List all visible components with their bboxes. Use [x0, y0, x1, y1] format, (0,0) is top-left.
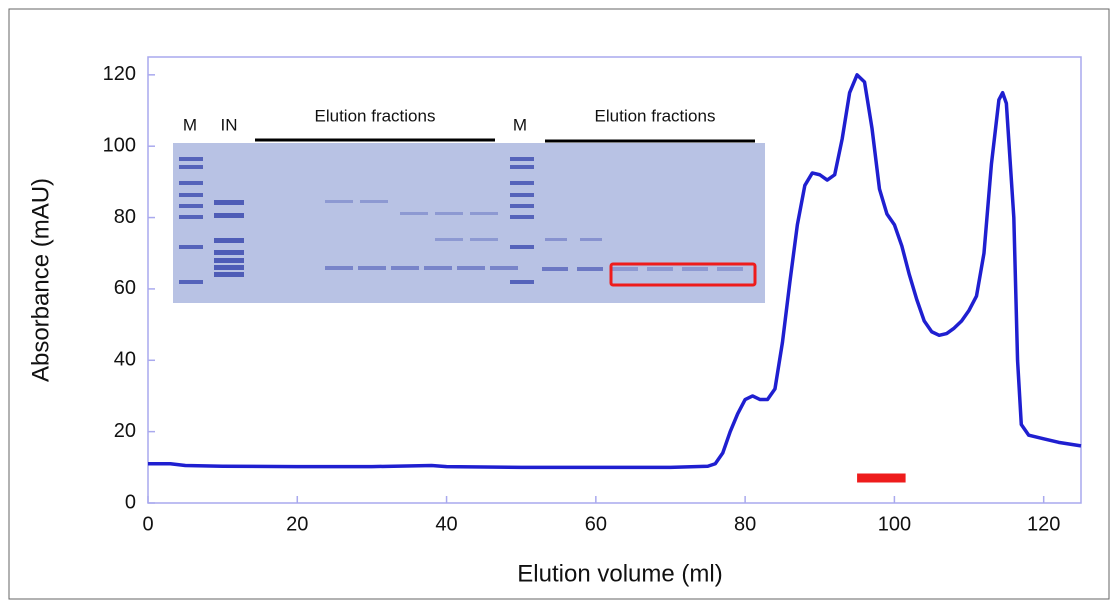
lane-label: M — [513, 115, 527, 134]
y-tick-label: 120 — [103, 63, 136, 85]
y-tick-label: 100 — [103, 134, 136, 156]
x-tick-label: 100 — [878, 513, 911, 535]
gel-band — [612, 267, 638, 271]
plot-frame — [147, 56, 1082, 504]
gel-band — [214, 200, 244, 205]
gel-band — [179, 204, 203, 208]
gel-band — [510, 165, 534, 169]
lane-label: IN — [221, 115, 238, 134]
x-tick-label: 80 — [734, 513, 756, 535]
gel-band — [542, 267, 568, 271]
gel-band — [682, 267, 708, 271]
x-tick-label: 120 — [1027, 513, 1060, 535]
gel-band — [214, 213, 244, 218]
gel-band — [325, 266, 353, 270]
gel-image — [173, 143, 765, 303]
gel-band — [179, 280, 203, 284]
gel-band — [214, 258, 244, 263]
gel-band — [391, 266, 419, 270]
x-tick-label: 0 — [142, 513, 153, 535]
gel-band — [577, 267, 603, 271]
gel-band — [214, 238, 244, 243]
gel-band — [470, 238, 498, 241]
gel-inset: M IN Elution fractions M Elution fractio… — [173, 106, 765, 303]
gel-band — [358, 266, 386, 270]
y-tick-label: 20 — [114, 420, 136, 442]
gel-band — [510, 245, 534, 249]
y-tick-label: 60 — [114, 277, 136, 299]
gel-band — [647, 267, 673, 271]
x-axis-title: Elution volume (ml) — [517, 560, 722, 587]
gel-band — [510, 181, 534, 185]
y-axis-title: Absorbance (mAU) — [27, 178, 54, 382]
gel-band — [360, 200, 388, 203]
y-tick-label: 40 — [114, 349, 136, 371]
figure-frame — [8, 8, 1110, 600]
gel-band — [510, 157, 534, 161]
x-tick-label: 40 — [435, 513, 457, 535]
gel-band — [325, 200, 353, 203]
gel-band — [510, 193, 534, 197]
lane-label: Elution fractions — [595, 106, 716, 125]
gel-band — [457, 266, 485, 270]
gel-band — [179, 165, 203, 169]
gel-band — [214, 250, 244, 255]
data-line — [148, 73, 1082, 470]
gel-band — [510, 204, 534, 208]
gel-band — [435, 212, 463, 215]
gel-band — [179, 157, 203, 161]
gel-band — [400, 212, 428, 215]
gel-band — [179, 215, 203, 219]
gel-band — [179, 193, 203, 197]
gel-band — [214, 265, 244, 270]
lane-label: M — [183, 115, 197, 134]
x-tick-label: 60 — [585, 513, 607, 535]
gel-band — [545, 238, 567, 241]
highlight-box — [609, 262, 757, 287]
gel-band — [490, 266, 518, 270]
gel-band — [510, 215, 534, 219]
gel-band — [435, 238, 463, 241]
gel-band — [424, 266, 452, 270]
gel-band — [179, 181, 203, 185]
y-tick-label: 0 — [125, 491, 136, 513]
gel-band — [179, 245, 203, 249]
gel-band — [580, 238, 602, 241]
gel-band — [510, 280, 534, 284]
gel-band — [214, 272, 244, 277]
gel-band — [717, 267, 743, 271]
y-tick-label: 80 — [114, 206, 136, 228]
x-tick-label: 20 — [286, 513, 308, 535]
lane-label: Elution fractions — [315, 106, 436, 125]
gel-band — [470, 212, 498, 215]
